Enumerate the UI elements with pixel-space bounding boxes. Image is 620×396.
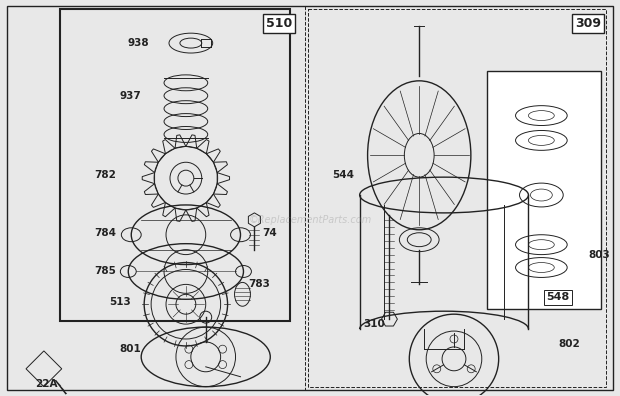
Text: 22A: 22A <box>35 379 58 389</box>
Text: 548: 548 <box>547 292 570 302</box>
Text: 937: 937 <box>120 91 141 101</box>
Text: 803: 803 <box>588 249 610 260</box>
Bar <box>60 10 290 321</box>
Text: 784: 784 <box>94 228 117 238</box>
Text: 801: 801 <box>120 344 141 354</box>
Text: 802: 802 <box>558 339 580 349</box>
Text: 544: 544 <box>333 170 355 180</box>
Text: 309: 309 <box>575 17 601 30</box>
Text: ©ReplacementParts.com: ©ReplacementParts.com <box>249 215 371 225</box>
Text: 783: 783 <box>249 280 270 289</box>
Text: 938: 938 <box>128 38 149 48</box>
Text: 310: 310 <box>364 319 386 329</box>
Text: 74: 74 <box>262 228 277 238</box>
Text: 782: 782 <box>94 170 117 180</box>
Text: 510: 510 <box>266 17 293 30</box>
Text: 785: 785 <box>94 267 117 276</box>
Bar <box>487 71 601 309</box>
Text: 513: 513 <box>110 297 131 307</box>
Bar <box>308 10 606 386</box>
